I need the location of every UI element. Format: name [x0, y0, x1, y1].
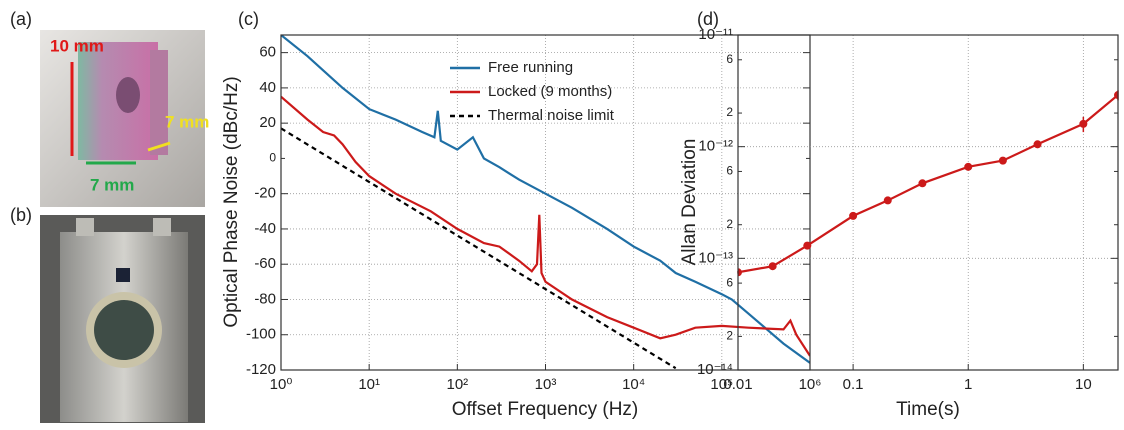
plot-frame [737, 34, 1119, 371]
data-point [849, 211, 858, 220]
x-tick-label: 10³ [535, 376, 557, 393]
y-tick-label: 6 [726, 52, 733, 66]
panel-label: (c) [238, 9, 259, 29]
x-tick-label: 1 [964, 376, 972, 393]
y-tick-label: 6 [726, 164, 733, 178]
y-tick-label: 20 [259, 114, 276, 131]
series-line [281, 95, 810, 357]
data-point [803, 241, 812, 250]
x-tick-label: 10 [1075, 376, 1092, 393]
y-tick-label: 2 [726, 329, 733, 343]
y-tick-label: -120 [246, 361, 276, 378]
y-tick-label: -80 [254, 290, 276, 307]
x-tick-label: 10² [446, 376, 468, 393]
y-tick-label: 60 [259, 44, 276, 61]
x-tick-label: 0.1 [843, 376, 864, 393]
legend-label: Locked (9 months) [488, 83, 612, 100]
y-tick-label: 2 [726, 105, 733, 119]
x-tick-label: 0.01 [723, 376, 752, 393]
data-point [738, 268, 742, 277]
y-tick-label: 10⁻¹³ [698, 249, 733, 266]
data-point [998, 156, 1007, 165]
y-tick-label: 40 [259, 79, 276, 96]
data-point [964, 162, 973, 171]
x-tick-label: 10⁶ [799, 376, 822, 393]
data-point [1033, 140, 1042, 149]
x-tick-label: 10⁵ [710, 376, 733, 393]
data-point [768, 262, 777, 271]
legend-label: Free running [488, 59, 573, 76]
data-point [1079, 119, 1088, 128]
y-tick-label: 10⁻¹¹ [698, 26, 733, 43]
photo-b [40, 215, 205, 423]
panel-label: (b) [10, 205, 32, 225]
dimension-label: 10 mm [50, 36, 104, 55]
photo-a: 10 mm 7 mm 7 mm [40, 30, 209, 207]
series-line [281, 35, 810, 364]
x-axis-label: Offset Frequency (Hz) [452, 399, 639, 420]
x-tick-label: 10⁴ [622, 376, 645, 393]
dimension-label: 7 mm [165, 112, 209, 131]
legend-label: Thermal noise limit [488, 107, 615, 124]
x-axis-label: Time(s) [896, 399, 960, 420]
data-point [918, 179, 927, 188]
y-tick-label: 0 [269, 151, 276, 165]
y-axis-label: Allan Deviation [679, 139, 700, 266]
data-point [883, 196, 892, 205]
y-tick-label: -60 [254, 255, 276, 272]
panel-label: (a) [10, 9, 32, 29]
x-tick-label: 10⁰ [270, 376, 293, 393]
data-point [1114, 91, 1118, 100]
y-tick-label: -40 [254, 220, 276, 237]
panel-label: (d) [697, 9, 719, 29]
y-tick-label: 10⁻¹² [698, 138, 733, 155]
plot-frame [280, 34, 811, 371]
x-tick-label: 10¹ [358, 376, 380, 393]
y-tick-label: 2 [726, 217, 733, 231]
y-axis-label: Optical Phase Noise (dBc/Hz) [221, 76, 242, 327]
series-line [281, 127, 677, 370]
y-tick-label: 6 [726, 275, 733, 289]
y-tick-label: 10⁻¹⁴ [697, 361, 733, 378]
y-tick-label: -100 [246, 326, 276, 343]
series-line [738, 94, 1118, 274]
dimension-label: 7 mm [90, 175, 134, 194]
y-tick-label: -20 [254, 185, 276, 202]
